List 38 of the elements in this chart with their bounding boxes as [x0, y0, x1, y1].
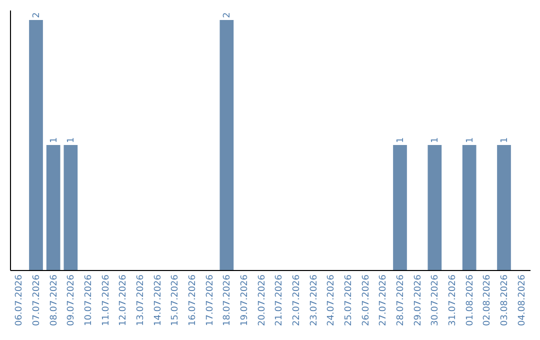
x-tick-label: 11.07.2026: [101, 274, 112, 326]
data-label: 1: [465, 137, 476, 143]
data-label: 1: [500, 137, 510, 143]
x-tick-label: 07.07.2026: [32, 274, 42, 326]
data-label: 2: [32, 12, 42, 18]
x-tick-label: 02.08.2026: [482, 274, 493, 326]
x-tick-label: 01.08.2026: [465, 274, 476, 326]
x-tick-label: 04.08.2026: [517, 274, 528, 326]
x-tick-label: 12.07.2026: [118, 274, 129, 326]
x-tick-label: 15.07.2026: [170, 274, 181, 326]
x-tick-label: 23.07.2026: [309, 274, 320, 326]
x-tick-label: 19.07.2026: [240, 274, 250, 326]
x-tick-label: 27.07.2026: [378, 274, 389, 326]
x-tick-label: 28.07.2026: [396, 274, 406, 326]
x-tick-label: 31.07.2026: [448, 274, 458, 326]
x-tick-label: 22.07.2026: [292, 274, 302, 326]
x-tick-label: 26.07.2026: [361, 274, 372, 326]
x-tick-label: 06.07.2026: [14, 274, 25, 326]
x-tick-label: 03.08.2026: [500, 274, 510, 326]
data-label: 1: [396, 137, 406, 143]
x-tick-label: 16.07.2026: [188, 274, 198, 326]
x-tick-label: 17.07.2026: [205, 274, 216, 326]
x-tick-label: 09.07.2026: [66, 274, 77, 326]
data-label: 2: [222, 12, 233, 18]
x-tick-label: 25.07.2026: [344, 274, 354, 326]
x-tick-label: 30.07.2026: [430, 274, 441, 326]
x-tick-label: 10.07.2026: [84, 274, 94, 326]
x-tick-label: 24.07.2026: [326, 274, 337, 326]
x-tick-label: 21.07.2026: [274, 274, 285, 326]
x-tick-label: 08.07.2026: [49, 274, 60, 326]
data-label: 1: [49, 137, 60, 143]
x-tick-label: 14.07.2026: [153, 274, 164, 326]
x-tick-label: 18.07.2026: [222, 274, 233, 326]
data-label: 1: [430, 137, 441, 143]
x-tick-label: 29.07.2026: [413, 274, 424, 326]
data-label: 1: [66, 137, 77, 143]
x-tick-label: 20.07.2026: [257, 274, 268, 326]
x-tick-label: 13.07.2026: [136, 274, 146, 326]
